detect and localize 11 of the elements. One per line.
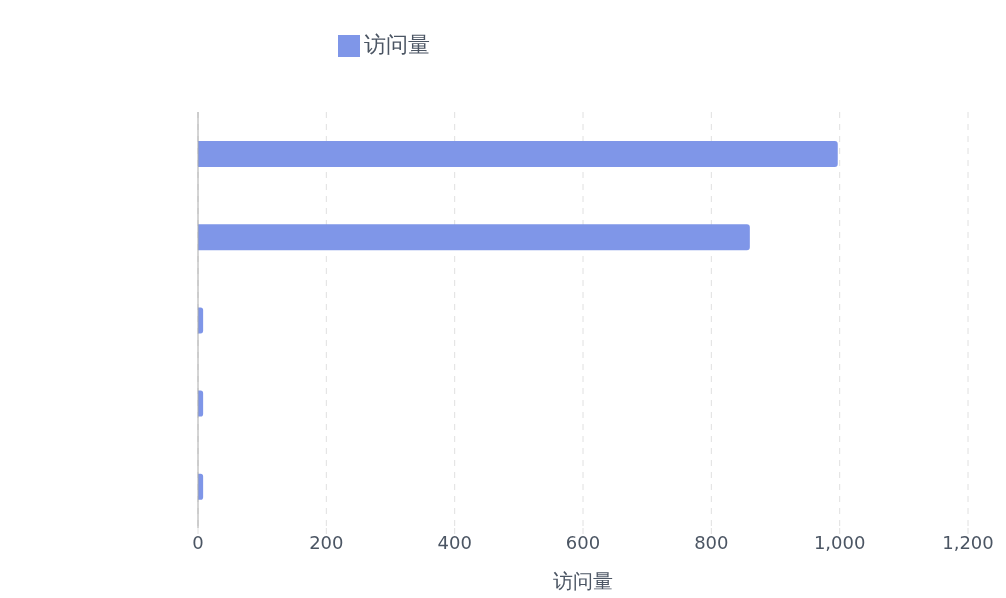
bar: [198, 141, 838, 167]
x-axis-title: 访问量: [553, 569, 613, 593]
x-tick-label: 1,000: [813, 531, 866, 553]
x-tick-label: 1,200: [942, 531, 994, 553]
legend-label: 访问量: [364, 32, 430, 57]
x-tick-label: 800: [694, 531, 729, 553]
x-tick-label: 600: [565, 531, 601, 553]
x-tick-label: 400: [437, 531, 472, 553]
x-tick-label: 0: [192, 531, 204, 553]
bar: [198, 224, 750, 251]
x-tick-label: 200: [309, 531, 344, 553]
